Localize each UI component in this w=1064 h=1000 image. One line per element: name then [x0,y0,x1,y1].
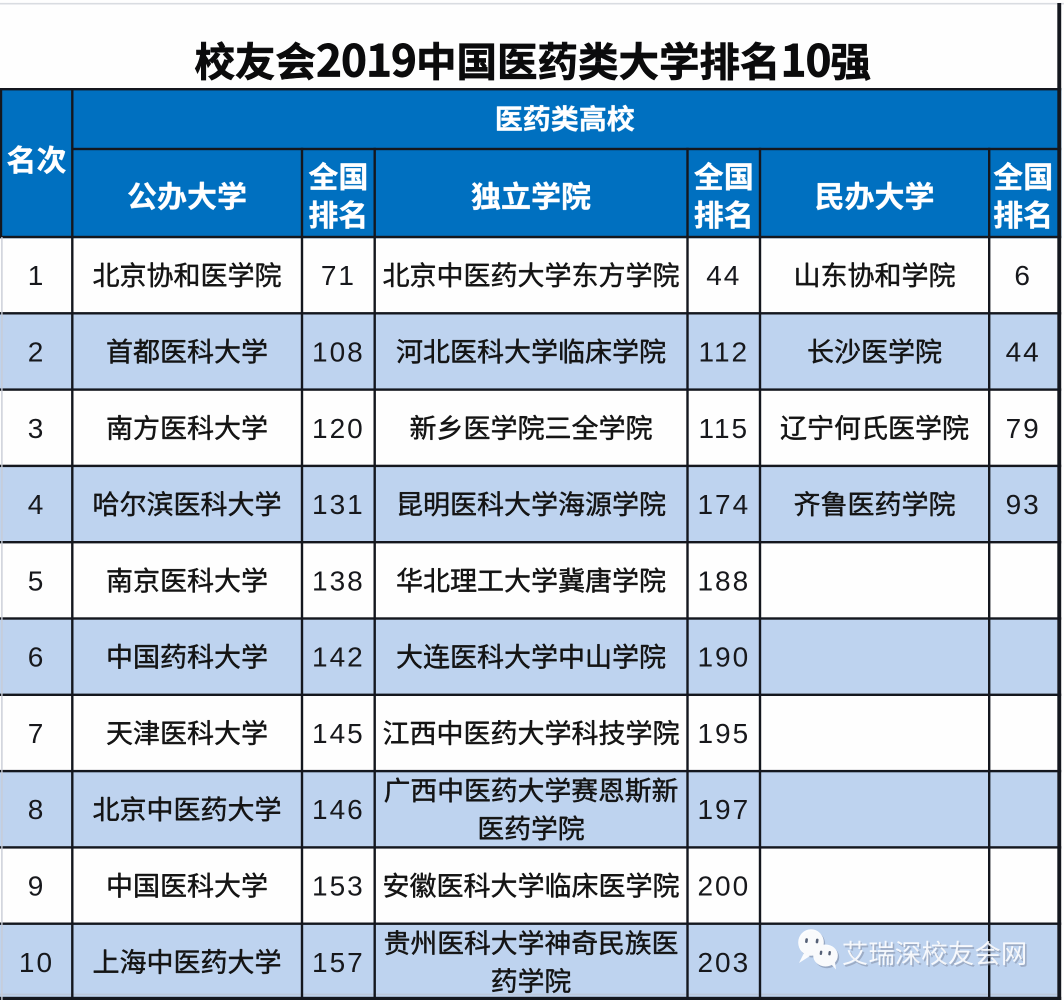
svg-text:203: 203 [697,947,750,978]
svg-text:5: 5 [28,565,46,596]
svg-text:145: 145 [312,718,365,749]
svg-text:10: 10 [19,947,54,978]
svg-text:44: 44 [1006,336,1041,367]
svg-text:138: 138 [312,565,365,596]
svg-text:1: 1 [28,260,46,291]
svg-text:120: 120 [312,413,365,444]
svg-text:115: 115 [698,413,749,444]
svg-text:190: 190 [697,642,750,673]
svg-text:7: 7 [28,718,46,749]
svg-text:44: 44 [706,260,741,291]
svg-text:4: 4 [28,489,46,520]
svg-text:174: 174 [697,489,750,520]
svg-text:188: 188 [697,565,750,596]
svg-text:197: 197 [697,794,750,825]
svg-text:2: 2 [28,336,46,367]
svg-text:157: 157 [312,947,365,978]
svg-text:71: 71 [321,260,356,291]
svg-text:195: 195 [697,718,750,749]
svg-text:200: 200 [697,871,750,902]
svg-text:112: 112 [698,336,749,367]
svg-text:93: 93 [1006,489,1041,520]
svg-text:3: 3 [28,413,46,444]
svg-text:153: 153 [312,871,365,902]
svg-text:79: 79 [1006,413,1041,444]
svg-text:8: 8 [28,794,46,825]
svg-text:108: 108 [312,336,365,367]
svg-text:6: 6 [1014,260,1032,291]
svg-text:6: 6 [28,642,46,673]
svg-text:142: 142 [312,642,365,673]
svg-text:9: 9 [28,871,46,902]
svg-text:131: 131 [312,489,365,520]
svg-text:146: 146 [312,794,365,825]
